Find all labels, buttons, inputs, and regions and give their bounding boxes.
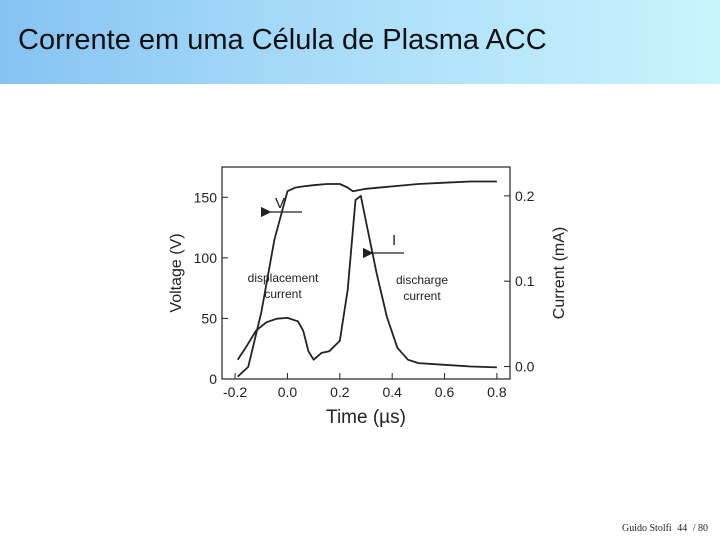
x-tick-label: 0.2 xyxy=(330,384,350,400)
y-tick-label: 0 xyxy=(209,371,217,387)
footer-page-total: / 80 xyxy=(692,523,708,534)
ticks-layer: -0.2 0.0 0.2 0.4 0.6 0.8 0 50 100 150 0.0 0.1 0.2 xyxy=(194,188,535,400)
x-tick-label: -0.2 xyxy=(223,384,247,400)
annotation-v-label: V xyxy=(275,195,285,212)
y-tick-label: 50 xyxy=(201,310,217,326)
footer-author: Guido Stolfi xyxy=(621,523,672,534)
plasma-current-chart: -0.2 0.0 0.2 0.4 0.6 0.8 0 50 100 150 0.0 0.1 0.2 Ti… xyxy=(168,166,568,428)
annotation-i-label: I xyxy=(392,232,396,249)
slide-title: Corrente em uma Célula de Plasma ACC xyxy=(18,24,547,56)
x-tick-label: 0.0 xyxy=(278,384,298,400)
y2-tick-label: 0.0 xyxy=(515,359,535,375)
series-line-i xyxy=(236,194,497,369)
title-bar: Corrente em uma Célula de Plasma ACC xyxy=(0,0,720,84)
y2-tick-label: 0.2 xyxy=(515,188,535,204)
annotation-displacement-line1: displacement xyxy=(248,271,319,285)
y-axis-label: Voltage (V) xyxy=(168,233,185,312)
y-tick-label: 100 xyxy=(194,250,218,266)
footer-page-number: 44 xyxy=(677,523,688,534)
series-line-v xyxy=(237,180,497,378)
y2-axis-label: Current (mA) xyxy=(551,227,568,319)
annotation-discharge-line1: discharge xyxy=(396,273,448,287)
x-tick-label: 0.6 xyxy=(435,384,455,400)
x-tick-label: 0.4 xyxy=(382,384,402,400)
x-tick-label: 0.8 xyxy=(487,384,507,400)
series-layer xyxy=(236,180,497,378)
y-tick-label: 150 xyxy=(194,189,218,205)
plot-frame xyxy=(221,166,511,380)
slide-footer: Guido Stolfi 44 / 80 xyxy=(619,523,708,534)
annotation-discharge-line2: current xyxy=(403,289,441,303)
y2-tick-label: 0.1 xyxy=(515,273,535,289)
x-axis-label: Time (µs) xyxy=(326,407,406,428)
annotation-displacement-line2: current xyxy=(264,287,302,301)
